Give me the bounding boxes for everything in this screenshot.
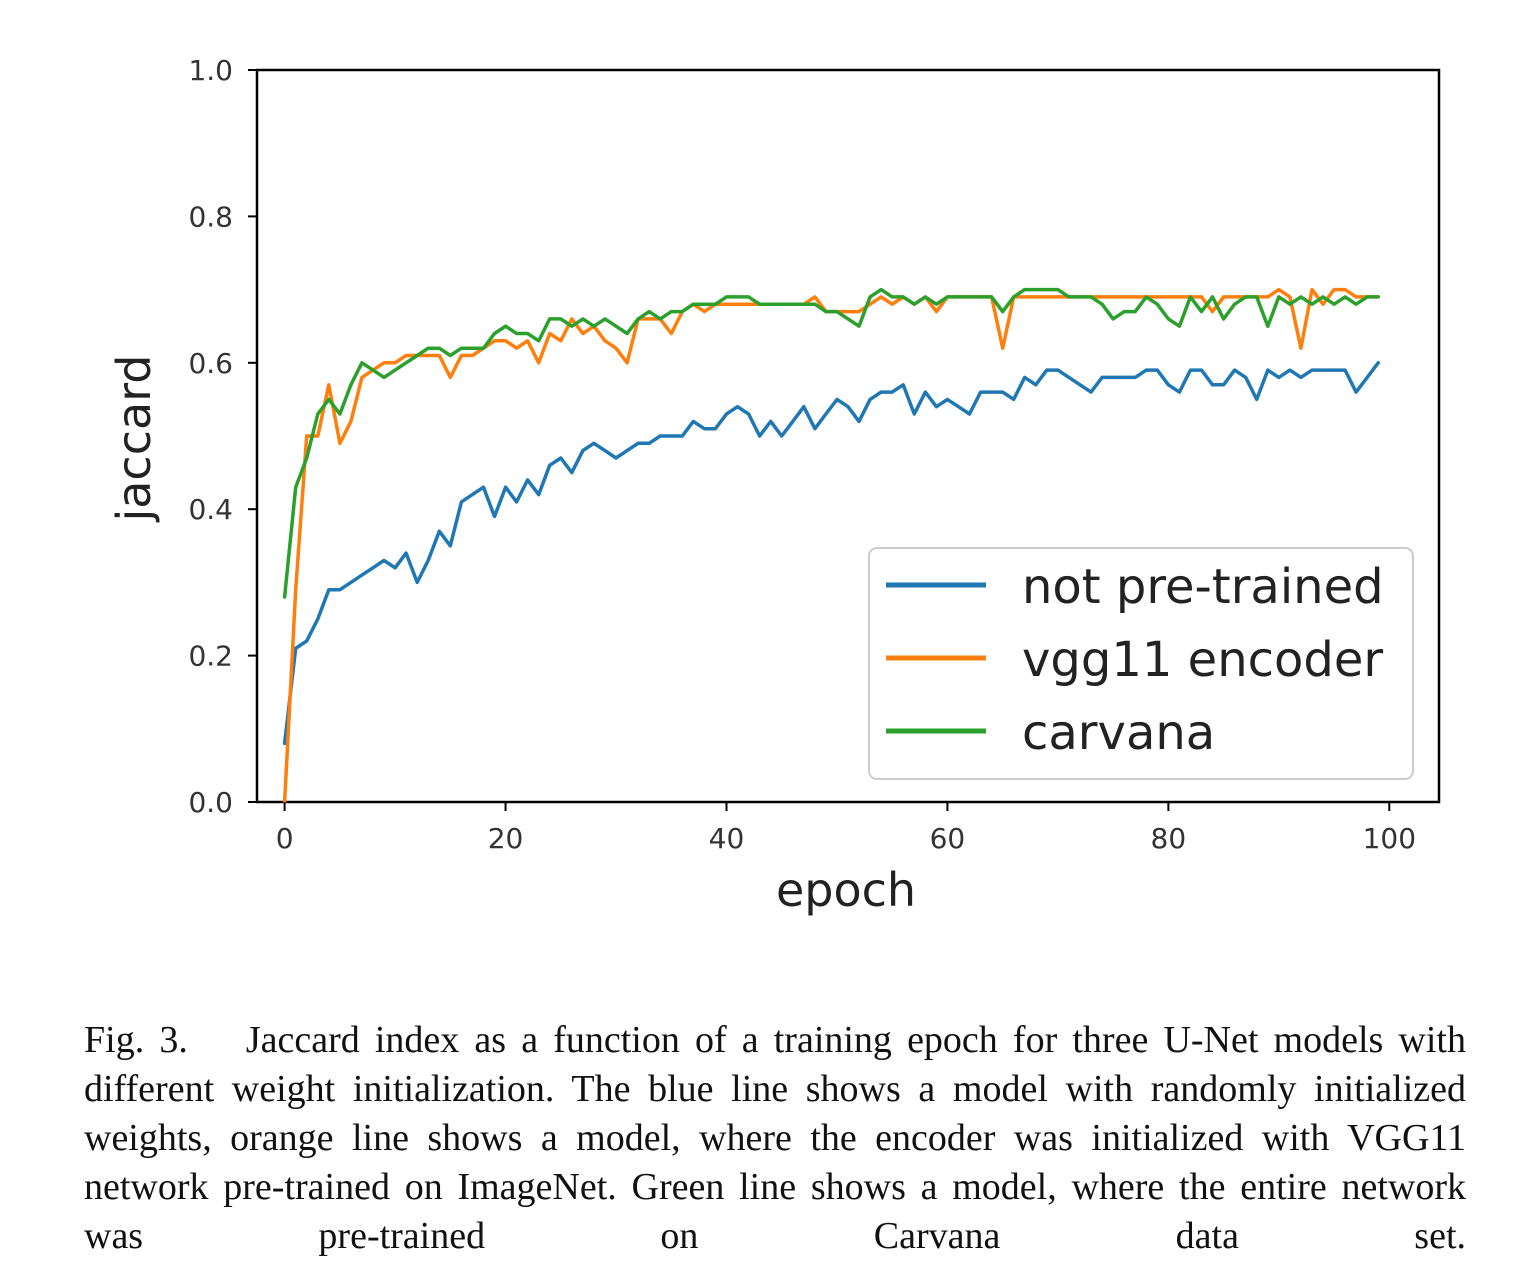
series-line-not-pre-trained [282, 361, 1380, 746]
caption-text: Jaccard index as a function of a trainin… [84, 1019, 1466, 1257]
chart-figure: 0 20 40 60 80 100 0.0 0.2 0.4 0.6 0.8 1.0 epoch ja… [107, 54, 1441, 917]
line-chart: 0 20 40 60 80 100 0.0 0.2 0.4 0.6 0.8 1.0 epoch ja… [107, 54, 1441, 917]
figure-number: Fig. 3. [84, 1019, 188, 1061]
series-line-carvana [282, 287, 1380, 599]
y-tick-label-0.6: 0.6 [188, 347, 233, 380]
plot-frame [255, 68, 1441, 804]
y-axis-label: jaccard [107, 354, 161, 522]
x-tick-label-40: 40 [709, 822, 745, 855]
figure-caption: Fig. 3. Jaccard index as a function of a … [84, 1016, 1466, 1261]
x-tick-label-60: 60 [930, 822, 966, 855]
x-tick-label-0: 0 [276, 822, 294, 855]
legend-label-vgg11-encoder: vgg11 encoder [1022, 632, 1383, 688]
x-tick-label-20: 20 [488, 822, 524, 855]
legend: not pre-trained vgg11 encoder carvana [868, 547, 1414, 780]
x-axis-label: epoch [776, 863, 916, 917]
legend-box [868, 547, 1414, 780]
y-tick-label-1.0: 1.0 [188, 54, 233, 87]
x-tick-label-100: 100 [1363, 822, 1416, 855]
y-axis-ticks: 0.0 0.2 0.4 0.6 0.8 1.0 [188, 54, 257, 819]
x-axis-ticks: 0 20 40 60 80 100 [276, 802, 1416, 855]
y-tick-label-0.0: 0.0 [188, 786, 233, 819]
y-tick-label-0.4: 0.4 [188, 493, 233, 526]
x-tick-label-80: 80 [1151, 822, 1187, 855]
legend-label-carvana: carvana [1022, 705, 1215, 761]
y-tick-label-0.2: 0.2 [188, 640, 233, 673]
series-layer [282, 287, 1380, 804]
legend-label-not-pre-trained: not pre-trained [1022, 559, 1384, 615]
y-tick-label-0.8: 0.8 [188, 200, 233, 233]
